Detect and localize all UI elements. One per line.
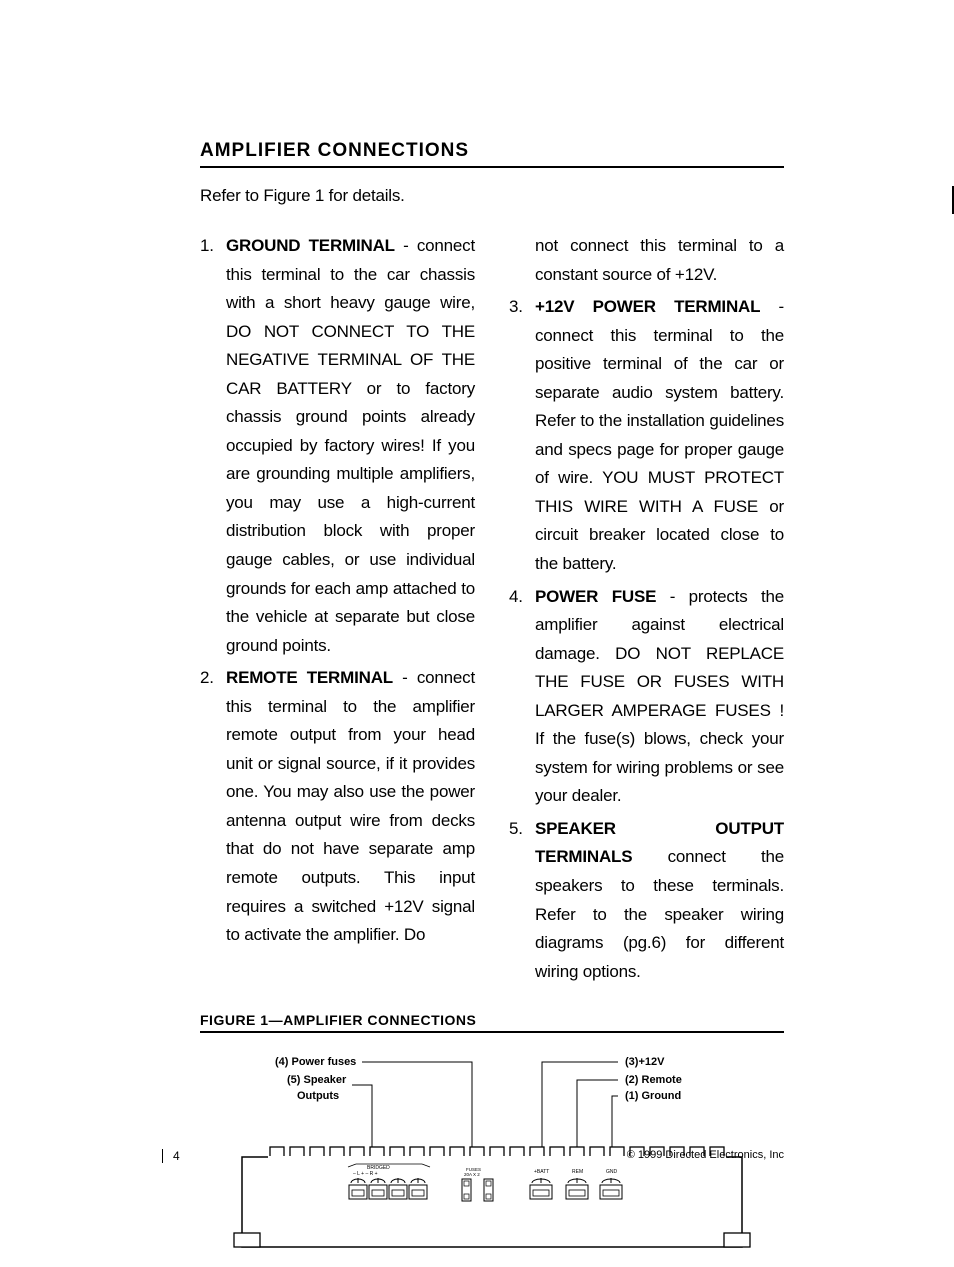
section-heading: AMPLIFIER CONNECTIONS [200, 140, 784, 168]
item-title: REMOTE TERMINAL [226, 668, 393, 687]
list-item: 5. SPEAKER OUTPUT TERMINALS connect the … [509, 815, 784, 986]
svg-text:Outputs: Outputs [297, 1090, 339, 1102]
item-number: 1. [200, 232, 214, 261]
svg-text:20A X 2: 20A X 2 [464, 1172, 480, 1177]
column-left: 1. GROUND TERMINAL - connect this termin… [200, 232, 475, 990]
item-body: - connect this terminal to the car chass… [226, 236, 475, 655]
page-footer: 4 © 1999 Directed Electronics, Inc [162, 1149, 784, 1163]
item-body: - protects the amplifier against electri… [535, 587, 784, 806]
svg-text:(4) Power fuses: (4) Power fuses [275, 1056, 356, 1068]
svg-text:+BATT: +BATT [534, 1169, 549, 1175]
item-title: +12V POWER TERMINAL [535, 297, 760, 316]
item-body: - connect this terminal to the positive … [535, 297, 784, 573]
body-columns: 1. GROUND TERMINAL - connect this termin… [200, 232, 784, 990]
list-item: 1. GROUND TERMINAL - connect this termin… [200, 232, 475, 660]
item-number: 5. [509, 815, 523, 844]
item-body: connect the speakers to these terminals.… [535, 847, 784, 980]
copyright-text: © 1999 Directed Electronics, Inc [627, 1149, 784, 1161]
svg-text:(2) Remote: (2) Remote [625, 1074, 682, 1086]
item-title: POWER FUSE [535, 587, 656, 606]
item-number: 2. [200, 664, 214, 693]
svg-text:REM: REM [572, 1169, 583, 1175]
svg-text:– L + – R +: – L + – R + [353, 1171, 378, 1177]
item-title: GROUND TERMINAL [226, 236, 395, 255]
svg-text:(3)+12V: (3)+12V [625, 1056, 665, 1068]
svg-text:(1) Ground: (1) Ground [625, 1090, 681, 1102]
list-item: 2. REMOTE TERMINAL - connect this termin… [200, 664, 475, 949]
svg-text:GND: GND [606, 1169, 618, 1175]
list-item: 4. POWER FUSE - protects the amplifier a… [509, 583, 784, 811]
list-item: 3. +12V POWER TERMINAL - connect this te… [509, 293, 784, 578]
svg-text:(5) Speaker: (5) Speaker [287, 1074, 347, 1086]
item-number: 3. [509, 293, 523, 322]
list-item-continuation: not connect this terminal to a constant … [509, 232, 784, 289]
item-body: - connect this terminal to the amplifier… [226, 668, 475, 944]
page-number: 4 [162, 1149, 180, 1163]
item-number: 4. [509, 583, 523, 612]
item-body: not connect this terminal to a constant … [535, 236, 784, 284]
figure-caption: FIGURE 1—AMPLIFIER CONNECTIONS [200, 1012, 784, 1033]
column-right: not connect this terminal to a constant … [509, 232, 784, 990]
intro-text: Refer to Figure 1 for details. [200, 186, 784, 206]
